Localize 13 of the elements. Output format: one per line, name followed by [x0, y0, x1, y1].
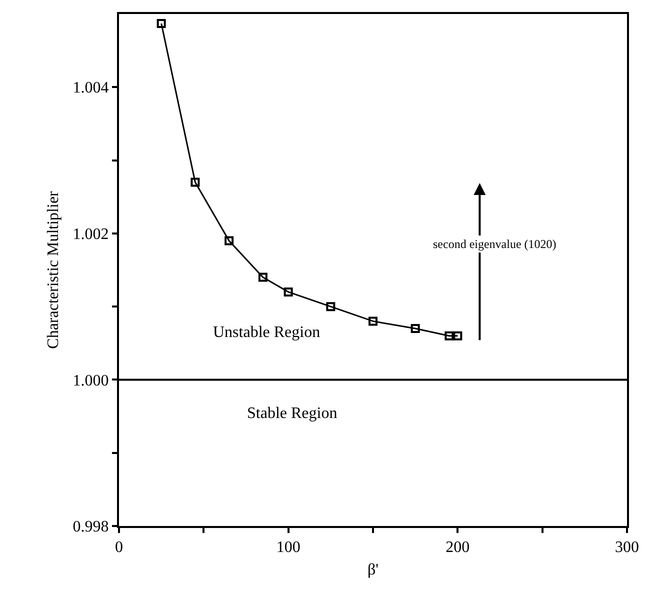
x-tick-label: 0 [115, 539, 123, 556]
y-tick-label: 1.004 [72, 80, 109, 97]
annotation: second eigenvalue (1020) [433, 237, 556, 251]
x-tick-label: 200 [446, 539, 470, 556]
x-axis-title: β' [367, 561, 379, 578]
x-tick-label: 300 [615, 539, 639, 556]
y-tick-label: 1.000 [72, 372, 109, 390]
y-tick-label: 1.002 [72, 226, 109, 244]
y-axis-title: Characteristic Multiplier [45, 190, 62, 349]
y-tick-label: 0.998 [72, 518, 109, 536]
x-tick-label: 100 [276, 539, 300, 556]
annotation: Unstable Region [213, 324, 320, 341]
annotation: Stable Region [247, 405, 338, 422]
